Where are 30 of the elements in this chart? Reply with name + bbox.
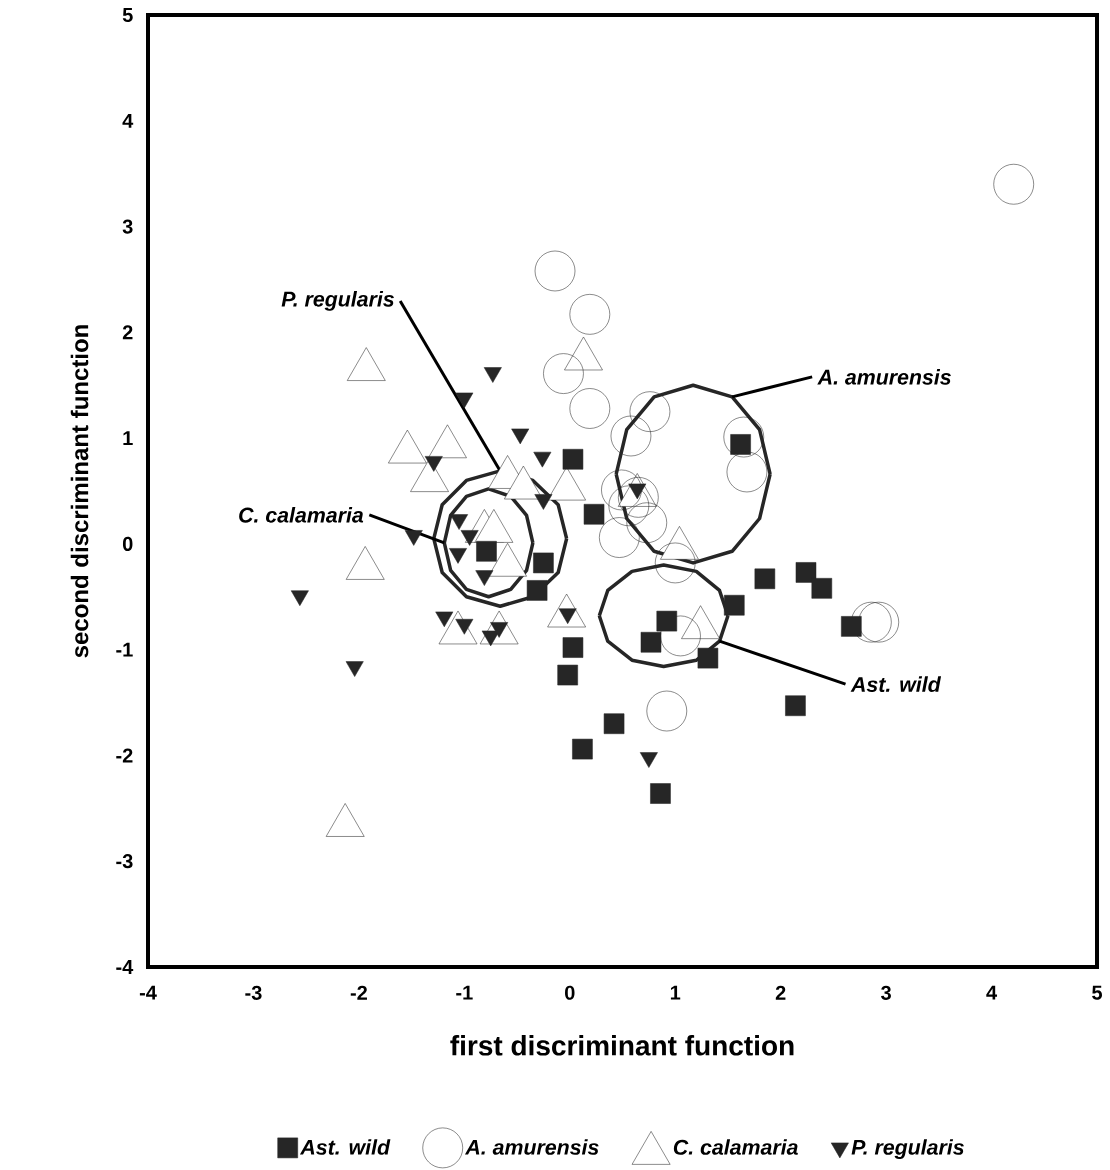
x-tick-label: -3 xyxy=(245,985,262,1000)
legend-label: P. regularis xyxy=(851,1139,964,1160)
annotation: A. amurensis xyxy=(817,369,951,385)
y-tick-label: 4 xyxy=(122,113,134,128)
x-axis-title: first discriminant function xyxy=(450,1035,794,1056)
x-tick-label: 5 xyxy=(1092,985,1103,1000)
y-tick-label: 5 xyxy=(122,8,133,22)
y-tick-label: 0 xyxy=(122,536,133,551)
y-tick-label: -1 xyxy=(116,642,133,657)
y-axis-title: second discriminant function xyxy=(70,325,89,658)
legend-label: Ast. wild xyxy=(299,1139,391,1155)
y-tick-label: -4 xyxy=(116,960,134,974)
annotation: P. regularis xyxy=(281,290,394,311)
legend-label: C. calamaria xyxy=(673,1139,798,1155)
y-tick-label: 2 xyxy=(122,325,133,340)
annotation: Ast. wild xyxy=(850,676,942,693)
x-tick-label: -2 xyxy=(350,985,367,1000)
y-tick-label: 1 xyxy=(123,431,133,445)
y-tick-label: -3 xyxy=(116,854,133,869)
x-tick-label: 4 xyxy=(986,985,998,1000)
x-tick-label: 1 xyxy=(670,985,681,1000)
annotation: C. calamaria xyxy=(239,507,364,523)
x-tick-label: 3 xyxy=(881,985,891,1000)
x-tick-label: -1 xyxy=(456,985,473,1000)
y-tick-label: -2 xyxy=(116,748,133,763)
x-tick-label: 2 xyxy=(775,985,786,1000)
x-tick-label: 0 xyxy=(565,985,575,1000)
y-tick-label: 3 xyxy=(122,219,133,234)
legend-label: A. amurensis xyxy=(464,1139,599,1155)
x-tick-label: -4 xyxy=(139,985,157,1000)
